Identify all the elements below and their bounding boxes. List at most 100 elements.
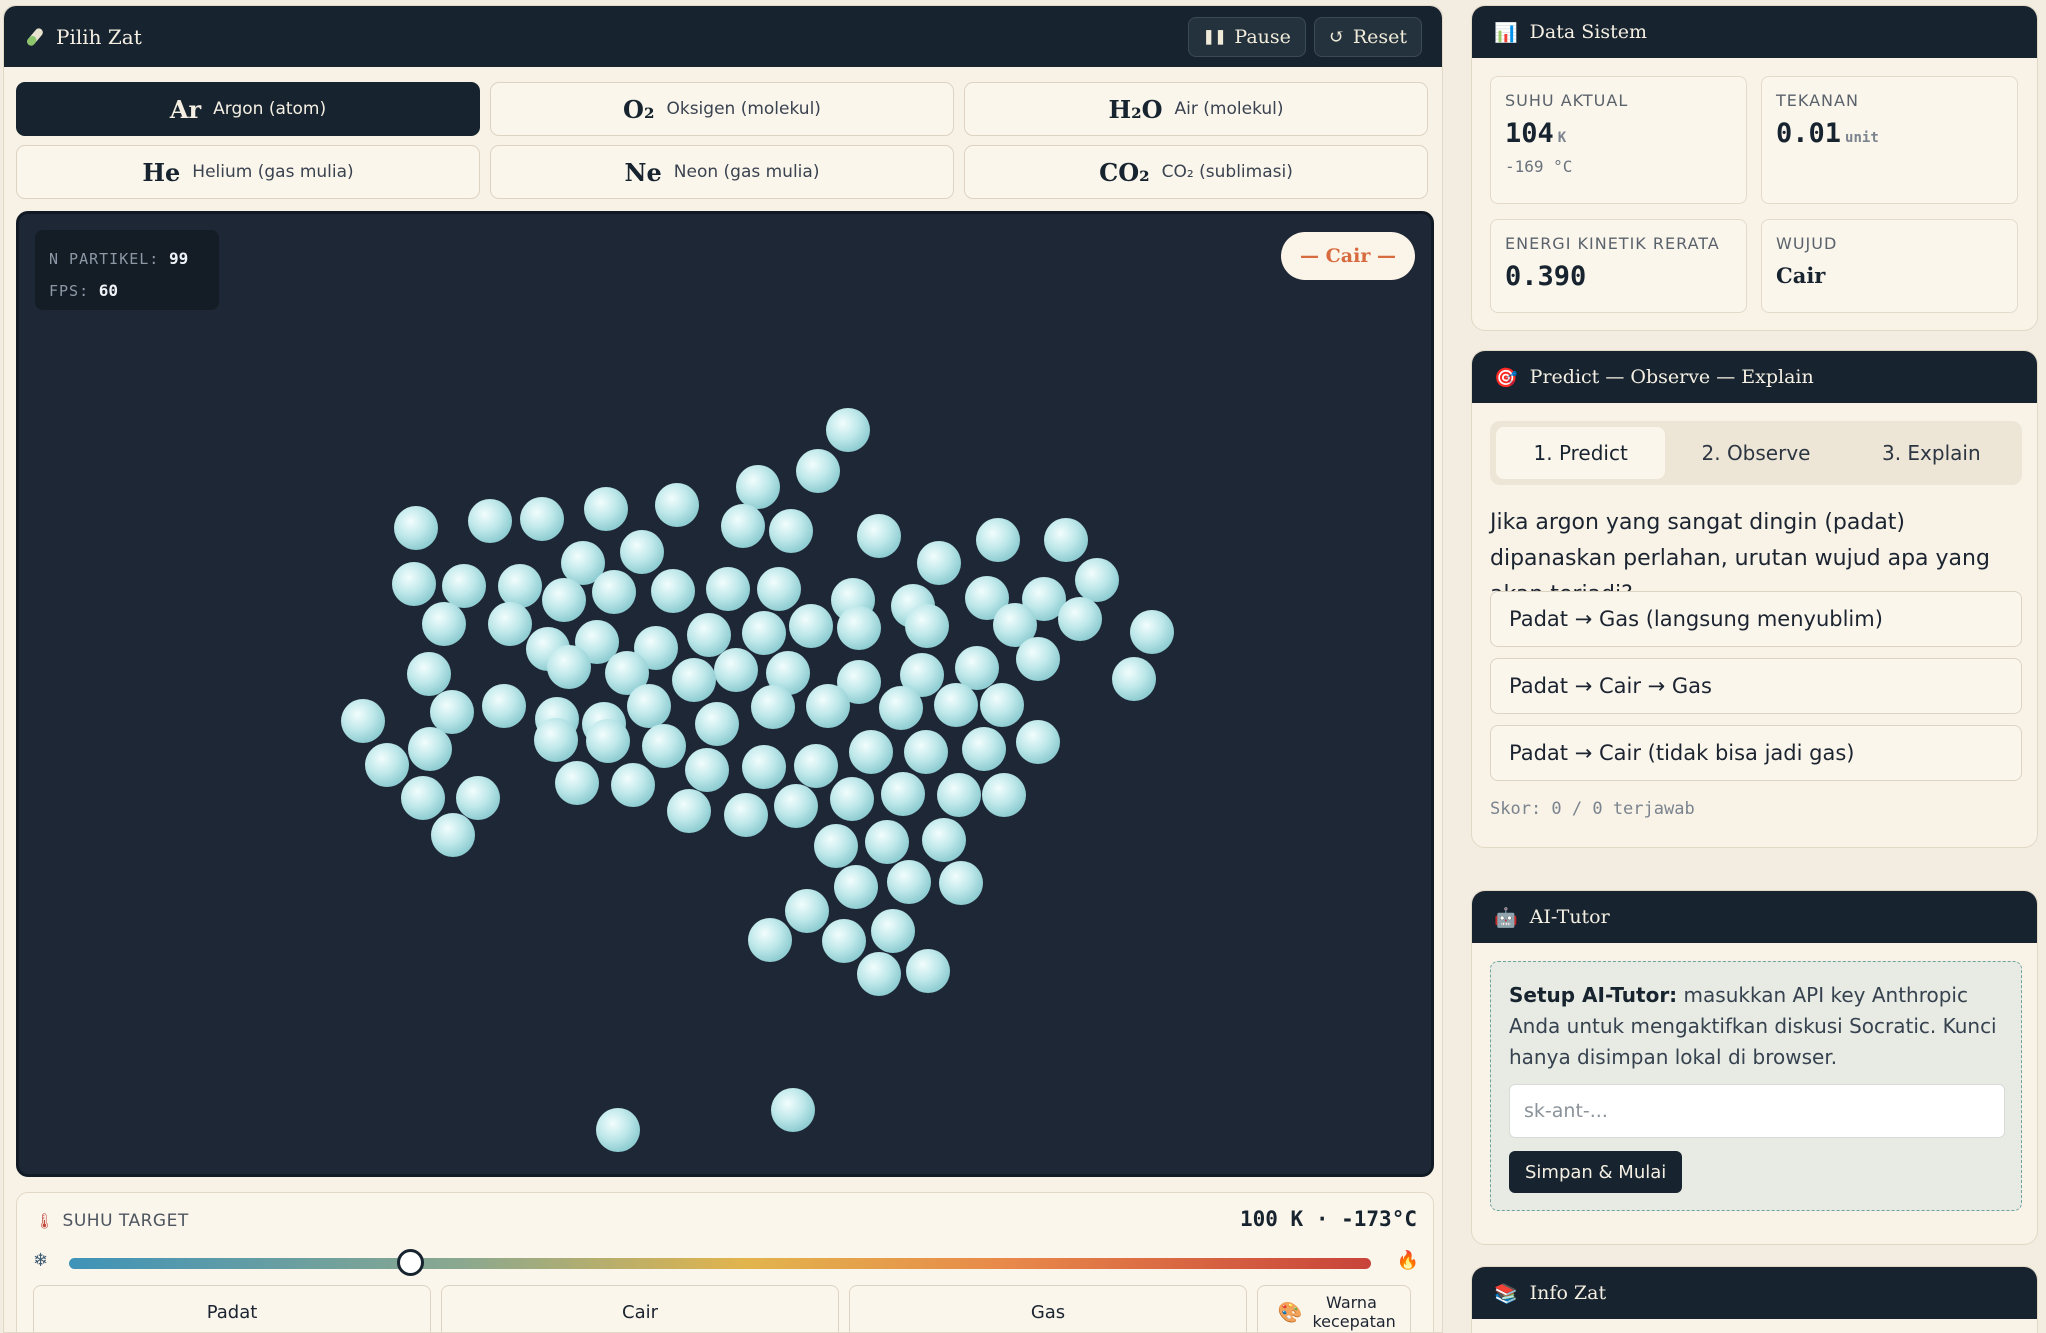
test-tube-icon [27,27,43,46]
particle-simulation-canvas[interactable]: N PARTIKEL: 99 FPS: 60 — Cair — [16,211,1434,1177]
temperature-readout: 100 K · -173°C [1239,1207,1417,1231]
particle [611,763,655,807]
particle [955,646,999,690]
tab-predict[interactable]: 1. Predict [1496,427,1666,479]
substance-formula: H₂O [1108,94,1163,124]
particle [796,449,840,493]
particle [341,699,385,743]
tab-explain[interactable]: 3. Explain [1881,441,1981,465]
ai-setup-bold: Setup AI-Tutor: [1509,983,1678,1007]
particle [468,499,512,543]
slider-track[interactable] [69,1258,1371,1269]
substance-name: Air (molekul) [1174,99,1284,119]
particle [488,602,532,646]
substance-name: Neon (gas mulia) [673,162,820,182]
particle [904,730,948,774]
particle [586,719,630,763]
slider-thumb[interactable] [397,1249,425,1276]
particle-count-label: N PARTIKEL: [49,250,160,268]
substance-argon-button[interactable]: Ar Argon (atom) [16,82,480,136]
poe-option-3[interactable]: Padat → Cair (tidak bisa jadi gas) [1490,725,2022,781]
substance-name: Helium (gas mulia) [192,162,354,182]
particle [407,652,451,696]
palette-icon: 🎨 [1277,1299,1303,1324]
ai-tutor-header: 🤖 AI-Tutor [1472,891,2037,943]
particle [430,690,474,734]
particle [555,761,599,805]
particle [1016,637,1060,681]
particle [857,952,901,996]
phase-liquid-button[interactable]: Cair [441,1285,839,1332]
substance-formula: Ne [624,157,662,187]
ai-tutor-card: 🤖 AI-Tutor Setup AI-Tutor: masukkan API … [1471,890,2038,1245]
phase-gas-button[interactable]: Gas [849,1285,1247,1332]
temperature-slider[interactable]: ❄ 🔥 [33,1248,1419,1278]
particle [482,684,526,728]
particle [1112,657,1156,701]
particle [774,784,818,828]
substance-info-card: 📚 Info Zat [1471,1266,2038,1333]
simulation-stats: N PARTIKEL: 99 FPS: 60 [35,230,219,310]
particle [837,660,881,704]
substance-oxygen-button[interactable]: O₂ Oksigen (molekul) [490,82,954,136]
particle [789,604,833,648]
particle [922,818,966,862]
particle [871,909,915,953]
particle [365,743,409,787]
particle [634,626,678,670]
ai-setup-description: masukkan API key Anthropic Anda untuk me… [1509,983,1997,1069]
poe-title: Predict — Observe — Explain [1529,366,1814,388]
poe-header: 🎯 Predict — Observe — Explain [1472,351,2037,403]
substance-co2-button[interactable]: CO₂ CO₂ (sublimasi) [964,145,1428,199]
particle [667,789,711,833]
particle [431,813,475,857]
state-label: WUJUD [1776,234,1838,253]
particle [982,773,1026,817]
phase-solid-button[interactable]: Padat [33,1285,431,1332]
poe-option-2[interactable]: Padat → Cair → Gas [1490,658,2022,714]
particle [757,567,801,611]
reset-button[interactable]: ↺ Reset [1313,16,1422,57]
pressure-label: TEKANAN [1776,91,1859,110]
pause-button[interactable]: ❚❚ Pause [1187,16,1306,57]
kinetic-energy-cell: ENERGI KINETIK RERATA 0.390 [1490,219,1747,313]
actual-temperature-unit: K [1557,130,1567,146]
substance-formula: He [142,157,181,187]
velocity-color-button[interactable]: 🎨 Warna kecepatan [1257,1285,1411,1332]
api-key-input[interactable] [1509,1084,2005,1138]
reset-icon: ↺ [1328,25,1345,48]
substance-helium-button[interactable]: He Helium (gas mulia) [16,145,480,199]
particle [837,606,881,650]
particle [806,684,850,728]
poe-option-1[interactable]: Padat → Gas (langsung menyublim) [1490,591,2022,647]
particle [879,686,923,730]
tab-observe[interactable]: 2. Observe [1701,441,1811,465]
particle [771,1088,815,1132]
substance-neon-button[interactable]: Ne Neon (gas mulia) [490,145,954,199]
phase-preset-buttons: Padat Cair Gas 🎨 Warna kecepatan [33,1285,1411,1332]
thermometer-icon: 🌡 [35,1212,55,1230]
pressure-cell: TEKANAN 0.01 unit [1761,76,2018,204]
save-start-button[interactable]: Simpan & Mulai [1509,1151,1683,1193]
actual-temperature-cell: SUHU AKTUAL 104 K -169 °C [1490,76,1747,204]
substance-water-button[interactable]: H₂O Air (molekul) [964,82,1428,136]
fps-label: FPS: [49,282,90,300]
pressure-unit: unit [1845,130,1879,146]
substance-selector: Ar Argon (atom) O₂ Oksigen (molekul) H₂O… [16,82,1428,199]
substance-info-header: 📚 Info Zat [1472,1267,2037,1319]
bar-chart-icon: 📊 [1494,21,1518,44]
state-cell: WUJUD Cair [1761,219,2018,313]
particle [575,620,619,664]
particle [742,745,786,789]
actual-temperature-value: 104 [1505,118,1554,149]
particle [1058,597,1102,641]
poe-tabs: 1. Predict 2. Observe 3. Explain [1490,421,2022,485]
particle [542,578,586,622]
poe-question: Jika argon yang sangat dingin (padat) di… [1490,510,1990,607]
substance-name: CO₂ (sublimasi) [1161,162,1293,182]
particle [584,487,628,531]
particle [695,702,739,746]
pause-label: Pause [1234,25,1291,48]
particle [993,603,1037,647]
system-data-title: Data Sistem [1529,21,1647,43]
